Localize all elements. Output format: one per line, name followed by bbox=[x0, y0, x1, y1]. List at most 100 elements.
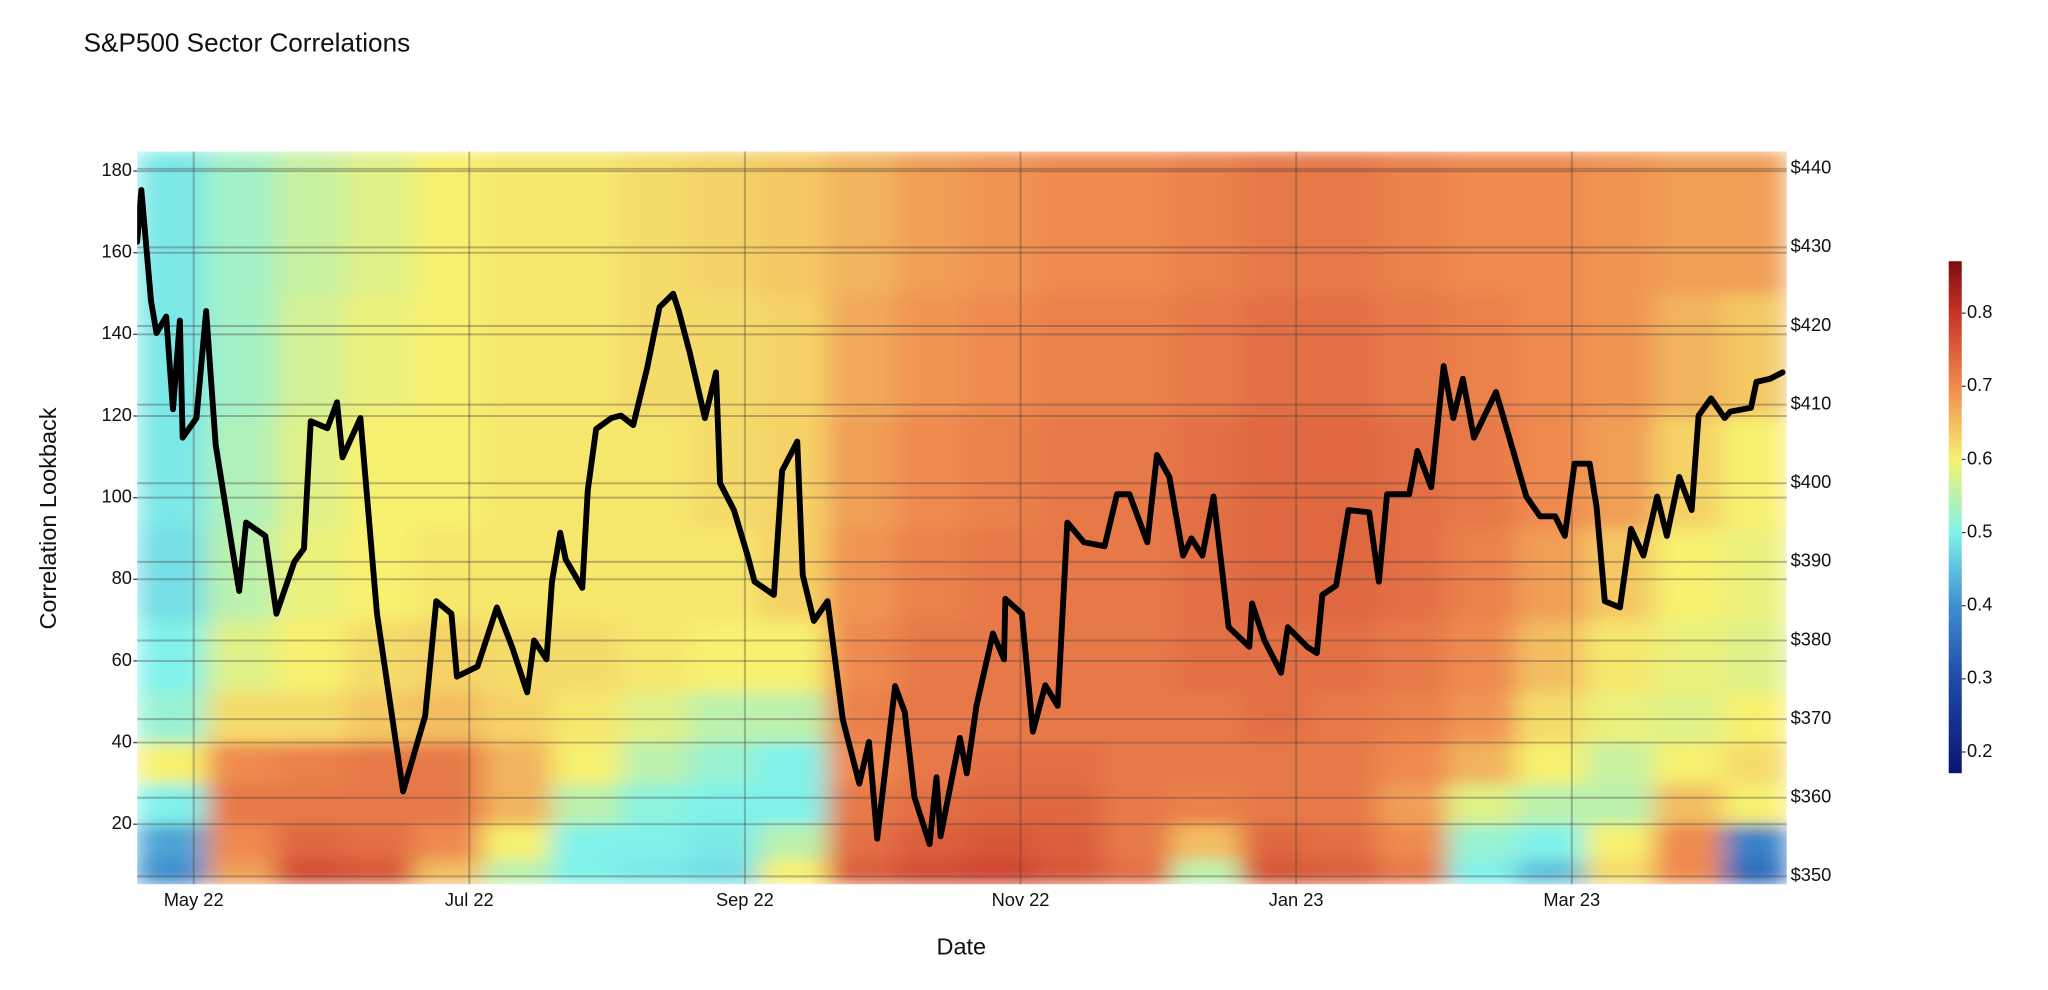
heatmap-cell bbox=[1033, 823, 1104, 860]
axes: May 22 Jul 22 Sep 22 Nov 22 Jan 23 Mar 23 20 40… bbox=[101, 157, 1831, 910]
colorbar-tick-label: 0.8 bbox=[1967, 301, 1992, 322]
heatmap-cell bbox=[1033, 782, 1104, 825]
heatmap-cell bbox=[1309, 151, 1380, 295]
heatmap-cell bbox=[551, 690, 622, 744]
heatmap-cell bbox=[1515, 741, 1587, 785]
heatmap-cell bbox=[964, 823, 1035, 860]
heatmap-cell bbox=[1102, 823, 1173, 860]
colorbar-ticks: 0.2 0.3 0.4 0.5 0.6 0.7 0.8 bbox=[1961, 301, 1992, 761]
heatmap-cell bbox=[1722, 858, 1787, 885]
heatmap-cell bbox=[1515, 619, 1587, 693]
heatmap-cell bbox=[1102, 151, 1173, 295]
colorbar-tick-label: 0.4 bbox=[1967, 594, 1992, 615]
y-tick-label: 120 bbox=[101, 404, 131, 425]
heatmap-cell bbox=[137, 619, 209, 693]
heatmap-cell bbox=[826, 527, 898, 621]
heatmap-cell bbox=[1378, 741, 1449, 785]
heatmap-cell bbox=[758, 858, 829, 885]
heatmap-cell bbox=[1722, 415, 1787, 529]
heatmap-cell bbox=[275, 823, 346, 860]
heatmap-cell bbox=[413, 823, 484, 860]
heatmap-cell bbox=[1447, 823, 1518, 860]
colorbar-tick-label: 0.2 bbox=[1967, 740, 1992, 761]
heatmap-cell bbox=[413, 741, 484, 785]
heatmap-cell bbox=[1033, 690, 1104, 744]
heatmap-cell bbox=[482, 690, 553, 744]
heatmap-cell bbox=[275, 292, 346, 417]
heatmap-cell bbox=[137, 741, 209, 785]
heatmap-cell bbox=[206, 151, 278, 295]
heatmap-cell bbox=[1584, 782, 1656, 825]
heatmap-cell bbox=[1378, 527, 1449, 621]
heatmap-cell bbox=[758, 292, 829, 417]
heatmap-cell bbox=[964, 741, 1035, 785]
heatmap-cell bbox=[1171, 292, 1242, 417]
heatmap-cell bbox=[137, 690, 209, 744]
y-tick-label: 180 bbox=[101, 159, 131, 180]
heatmap-cell bbox=[413, 527, 484, 621]
heatmap-cell bbox=[344, 415, 415, 529]
heatmap-cell bbox=[620, 690, 691, 744]
y2-tick-label: $370 bbox=[1791, 707, 1832, 728]
heatmap-cell bbox=[1171, 690, 1242, 744]
heatmap-cell bbox=[1033, 292, 1104, 417]
heatmap-cell bbox=[964, 782, 1035, 825]
heatmap-cell bbox=[964, 415, 1035, 529]
heatmap-cell bbox=[1171, 858, 1242, 885]
heatmap-cell bbox=[344, 858, 415, 885]
heatmap-cell bbox=[1033, 741, 1104, 785]
heatmap-cell bbox=[1102, 782, 1173, 825]
heatmap-cell bbox=[1584, 690, 1656, 744]
heatmap-cell bbox=[1722, 782, 1787, 825]
colorbar-tick-label: 0.6 bbox=[1967, 447, 1992, 468]
y2-tick-label: $350 bbox=[1791, 864, 1832, 885]
heatmap-cell bbox=[551, 741, 622, 785]
heatmap-cell bbox=[1653, 782, 1725, 825]
heatmap-cell bbox=[1033, 151, 1104, 295]
y2-tick-label: $420 bbox=[1791, 314, 1832, 335]
colorbar bbox=[1948, 261, 1962, 774]
x-tick-label: Mar 23 bbox=[1543, 889, 1600, 910]
heatmap-cell bbox=[1171, 741, 1242, 785]
heatmap-cell bbox=[1033, 858, 1104, 885]
heatmap-cell bbox=[1102, 619, 1173, 693]
heatmap-cell bbox=[1447, 151, 1518, 295]
heatmap-cell bbox=[206, 858, 278, 885]
heatmap-cell bbox=[1240, 292, 1311, 417]
heatmap-cell bbox=[689, 858, 760, 885]
heatmap-cell bbox=[758, 151, 829, 295]
heatmap-cell bbox=[1722, 619, 1787, 693]
heatmap-cell bbox=[1378, 619, 1449, 693]
x-tick-label: Jan 23 bbox=[1269, 889, 1324, 910]
y-tick-label: 20 bbox=[112, 812, 132, 833]
heatmap-cell bbox=[1378, 782, 1449, 825]
heatmap-cell bbox=[344, 151, 415, 295]
x-axis-title: Date bbox=[936, 933, 986, 959]
heatmap-cell bbox=[895, 292, 967, 417]
heatmap-cell bbox=[344, 527, 415, 621]
heatmap-cell bbox=[689, 690, 760, 744]
colorbar-tick-label: 0.7 bbox=[1967, 374, 1992, 395]
heatmap-cell bbox=[1102, 292, 1173, 417]
heatmap-cell bbox=[137, 858, 209, 885]
heatmap-cell bbox=[206, 823, 278, 860]
heatmap-cell bbox=[620, 823, 691, 860]
heatmap-cell bbox=[620, 151, 691, 295]
heatmap-cell bbox=[275, 782, 346, 825]
y-axis-title: Correlation Lookback bbox=[35, 407, 61, 629]
heatmap-cell bbox=[137, 527, 209, 621]
heatmap-cell bbox=[964, 527, 1035, 621]
y-tick-label: 40 bbox=[112, 730, 132, 751]
heatmap-cell bbox=[206, 741, 278, 785]
heatmap-cell bbox=[413, 782, 484, 825]
heatmap-cell bbox=[689, 782, 760, 825]
heatmap-cell bbox=[344, 823, 415, 860]
heatmap-cell bbox=[689, 741, 760, 785]
heatmap-cell bbox=[689, 619, 760, 693]
heatmap-cell bbox=[1171, 823, 1242, 860]
heatmap-cell bbox=[620, 858, 691, 885]
heatmap-cell bbox=[275, 619, 346, 693]
heatmap-cell bbox=[964, 292, 1035, 417]
heatmap-cell bbox=[1240, 690, 1311, 744]
